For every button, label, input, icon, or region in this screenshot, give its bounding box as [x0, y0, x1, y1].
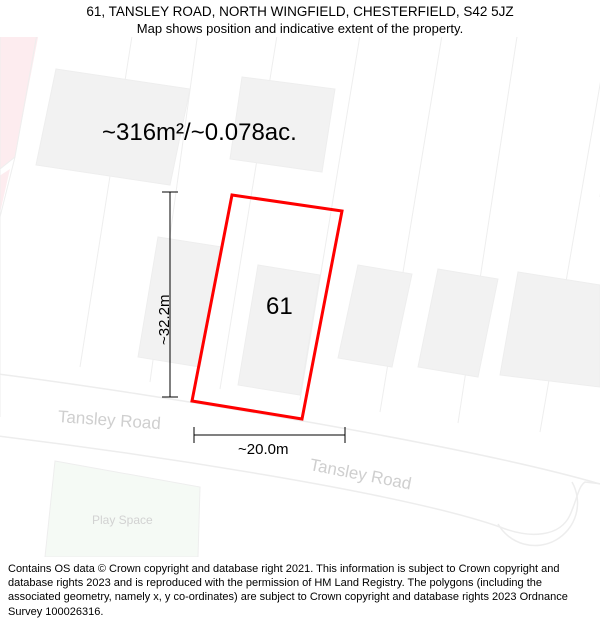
- width-label: ~20.0m: [238, 441, 288, 458]
- map-area: ~316m²/~0.078ac. 61 ~32.2m ~20.0m Tansle…: [0, 37, 600, 557]
- height-label: ~32.2m: [156, 295, 173, 345]
- page-subtitle: Map shows position and indicative extent…: [10, 21, 590, 37]
- playspace-label: Play Space: [92, 513, 153, 527]
- footer-text: Contains OS data © Crown copyright and d…: [8, 563, 568, 618]
- area-label: ~316m²/~0.078ac.: [102, 119, 297, 147]
- page-title: 61, TANSLEY ROAD, NORTH WINGFIELD, CHEST…: [10, 4, 590, 21]
- house-number: 61: [266, 293, 293, 321]
- header: 61, TANSLEY ROAD, NORTH WINGFIELD, CHEST…: [0, 0, 600, 37]
- map-svg: [0, 37, 600, 557]
- footer: Contains OS data © Crown copyright and d…: [0, 560, 600, 625]
